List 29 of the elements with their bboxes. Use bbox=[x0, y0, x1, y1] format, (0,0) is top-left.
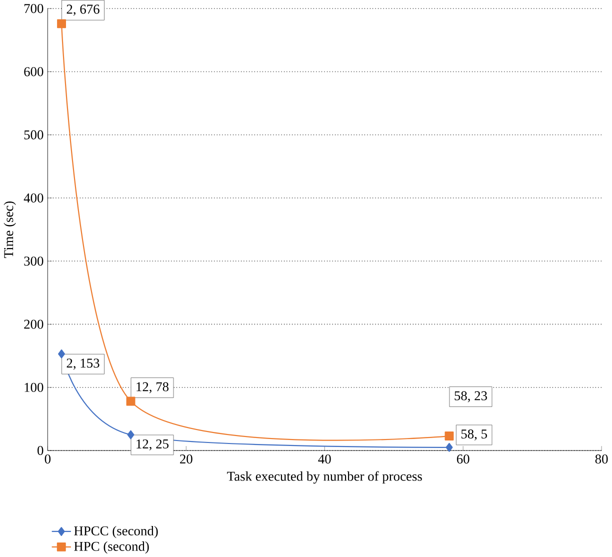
y-tick-label: 600 bbox=[24, 67, 44, 76]
y-tick-label: 300 bbox=[24, 256, 44, 266]
x-tick-label: 60 bbox=[456, 454, 470, 464]
x-tick-label: 40 bbox=[318, 454, 331, 464]
data-label: 58, 5 bbox=[461, 429, 487, 440]
y-tick-label: 0 bbox=[38, 446, 44, 456]
x-axis-title: Task executed by number of process bbox=[227, 471, 422, 484]
point bbox=[57, 19, 66, 28]
data-label: 2, 676 bbox=[66, 4, 100, 16]
point bbox=[446, 442, 453, 452]
x-tick-label: 0 bbox=[44, 454, 51, 464]
point bbox=[127, 430, 134, 440]
y-tick-label: 500 bbox=[24, 130, 44, 140]
data-label: 12, 78 bbox=[136, 382, 169, 394]
y-tick-label: 200 bbox=[24, 320, 44, 329]
y-tick-label: 700 bbox=[24, 4, 44, 14]
data-label: 58, 23 bbox=[454, 391, 487, 402]
data-label: 2, 153 bbox=[66, 358, 100, 370]
legend-label: HPCC (second) bbox=[74, 526, 158, 538]
y-tick-label: 400 bbox=[24, 193, 44, 203]
x-tick-label: 80 bbox=[595, 454, 608, 464]
y-tick-label: 100 bbox=[24, 382, 44, 392]
point bbox=[444, 432, 454, 441]
legend-label: HPC (second) bbox=[74, 541, 149, 554]
x-tick-label: 20 bbox=[180, 454, 192, 464]
point bbox=[126, 396, 136, 406]
point bbox=[58, 350, 66, 358]
y-axis-title: Time (sec) bbox=[4, 202, 16, 258]
data-label: 12, 25 bbox=[136, 439, 169, 450]
